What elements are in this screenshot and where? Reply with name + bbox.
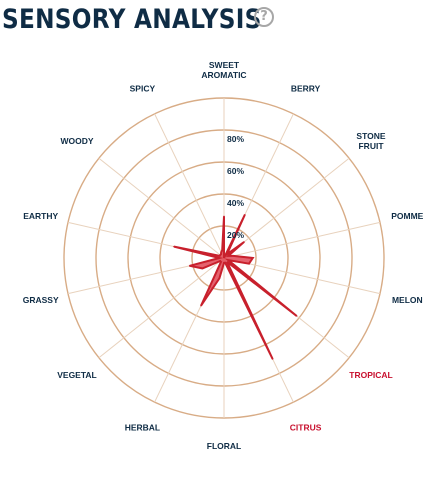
axis-label-floral: FLORAL — [207, 441, 241, 451]
spoke-vegetal — [98, 257, 225, 359]
axis-label-citrus: CITRUS — [290, 422, 322, 432]
spoke-woody — [98, 157, 225, 259]
radar-axis-labels: SWEET AROMATIC BERRY STONE FRUIT POMME MELON TR… — [23, 60, 424, 451]
spoke-pomme — [223, 221, 381, 259]
axis-label-melon: MELON — [392, 295, 423, 305]
data-point-sweet-aromatic — [223, 215, 225, 218]
radar-series — [173, 213, 298, 360]
axis-label-earthy: EARTHY — [23, 211, 58, 221]
axis-label-vegetal: VEGETAL — [57, 370, 97, 380]
tick-label-60: 60% — [227, 166, 244, 176]
tick-label-80: 80% — [227, 134, 244, 144]
data-point-vegetal — [219, 260, 222, 262]
help-icon[interactable]: ? — [254, 7, 274, 27]
header: SENSORY ANALYSIS — [2, 2, 304, 36]
data-point-earthy — [173, 245, 175, 248]
data-point-grassy — [188, 265, 191, 267]
axis-label-pomme: POMME — [391, 211, 423, 221]
data-point-berry — [244, 213, 246, 216]
data-point-melon — [248, 262, 250, 265]
spoke-spicy — [154, 113, 225, 259]
axis-label-berry: BERRY — [291, 84, 321, 94]
page-title: SENSORY ANALYSIS — [2, 3, 262, 35]
tick-label-40: 40% — [227, 198, 244, 208]
data-point-pomme — [232, 255, 235, 257]
tick-label-20: 20% — [227, 230, 244, 240]
data-point-stone-fruit — [243, 241, 245, 243]
axis-label-tropical: TROPICAL — [349, 370, 392, 380]
data-point-woody — [219, 254, 222, 256]
axis-label-grassy: GRASSY — [23, 295, 59, 305]
axis-label-spicy: SPICY — [130, 84, 156, 94]
data-point-spicy — [220, 251, 223, 254]
data-point-herbal — [200, 304, 202, 307]
axis-label-stone-fruit: STONE FRUIT — [356, 131, 385, 151]
data-point-floral — [223, 262, 225, 264]
data-point-tropical — [295, 315, 298, 317]
axis-label-woody: WOODY — [60, 136, 93, 146]
axis-label-sweet-aromatic: SWEET AROMATIC — [201, 60, 246, 80]
axis-label-herbal: HERBAL — [125, 422, 160, 432]
spoke-stone-fruit — [223, 157, 350, 259]
radar-tick-labels: 20% 40% 60% 80% — [227, 134, 244, 240]
data-point-citrus — [271, 358, 274, 360]
